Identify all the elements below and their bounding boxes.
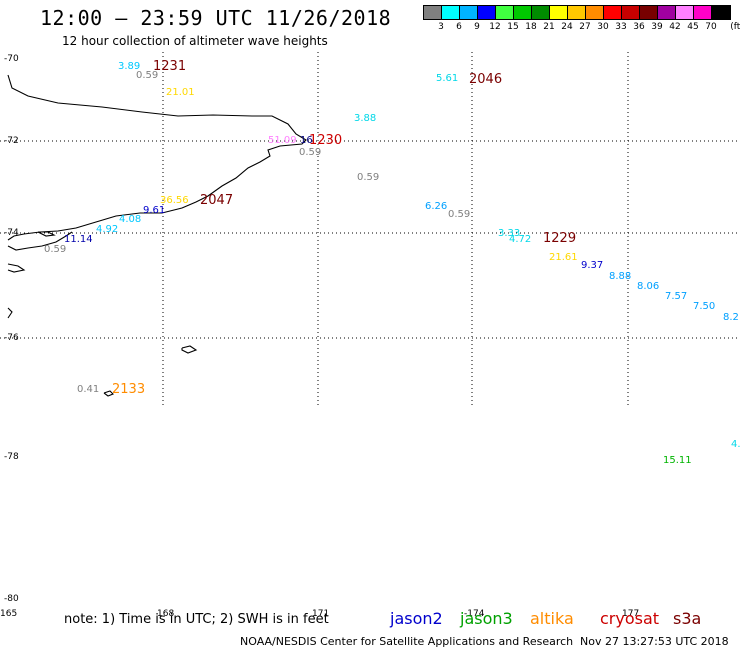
legend-s3a: s3a	[673, 609, 702, 628]
scale-label: 21	[543, 22, 555, 32]
scale-label: (ft)	[730, 22, 740, 32]
scale-swatch	[586, 6, 604, 19]
scale-swatch	[424, 6, 442, 19]
lat-label: -72	[4, 136, 19, 146]
scale-swatch	[622, 6, 640, 19]
obs-label: 0.59	[357, 172, 379, 183]
obs-label: 9.37	[581, 260, 603, 271]
obs-label: 21.61	[549, 252, 578, 263]
scale-swatch	[478, 6, 496, 19]
legend-cryosat: cryosat	[600, 609, 660, 628]
lat-label: -74	[4, 228, 19, 238]
credit-line: NOAA/NESDIS Center for Satellite Applica…	[240, 635, 574, 648]
obs-label: 0.59	[136, 70, 158, 81]
obs-label: 9.61	[143, 205, 165, 216]
obs-label: 8.06	[637, 281, 659, 292]
obs-label: 2046	[469, 72, 502, 87]
observations: 3.89 1231 0.59 21.01 5.61 2046 3.88 51.0…	[44, 59, 740, 466]
obs-label: 3.33	[498, 228, 520, 239]
scale-swatch	[496, 6, 514, 19]
obs-label: 36.56	[160, 195, 189, 206]
obs-label: 1230	[309, 133, 342, 148]
lon-label: 171	[312, 609, 330, 619]
obs-label: 8.2	[723, 312, 739, 323]
scale-label: 15	[507, 22, 519, 32]
scale-label: 42	[669, 22, 681, 32]
legend-jason3: jason3	[460, 609, 513, 628]
timestamp: Nov 27 13:27:53 UTC 2018	[580, 635, 729, 648]
obs-label: 7.57	[665, 291, 687, 302]
obs-label: 6.26	[425, 201, 447, 212]
legend-jason2: jason2	[390, 609, 443, 628]
scale-label: 30	[597, 22, 609, 32]
scale-swatch	[460, 6, 478, 19]
obs-label: 3.89	[118, 61, 140, 72]
obs-label: 5.61	[436, 73, 458, 84]
obs-label: 4.72	[509, 234, 531, 245]
scale-swatch	[676, 6, 694, 19]
lon-label: 177	[622, 609, 640, 619]
scale-swatch	[712, 6, 730, 19]
scale-swatch	[442, 6, 460, 19]
obs-label: 2047	[200, 193, 233, 208]
obs-label: 16	[300, 135, 313, 146]
scale-label: 70	[705, 22, 717, 32]
legend-altika: altika	[530, 609, 574, 628]
scale-label: 6	[456, 22, 462, 32]
scale-label: 9	[474, 22, 480, 32]
obs-label: 0.59	[299, 147, 321, 158]
obs-label: 0.59	[44, 244, 66, 255]
coastline	[7, 74, 307, 397]
lon-label: 165	[0, 609, 18, 619]
obs-label: 4.92	[96, 224, 118, 235]
lon-label: 168	[157, 609, 175, 619]
scale-label: 45	[687, 22, 699, 32]
scale-swatch	[532, 6, 550, 19]
scale-swatch	[550, 6, 568, 19]
obs-label: 4.	[731, 439, 740, 450]
obs-label: 1229	[543, 231, 576, 246]
obs-label: 2133	[112, 382, 145, 397]
scale-label: 33	[615, 22, 627, 32]
graticule	[0, 52, 740, 405]
lon-label: -174	[464, 609, 485, 619]
scale-label: 24	[561, 22, 573, 32]
scale-label: 12	[489, 22, 501, 32]
scale-swatch	[568, 6, 586, 19]
obs-label: 0.41	[77, 384, 99, 395]
scale-swatch	[694, 6, 712, 19]
obs-label: 15.11	[663, 455, 692, 466]
obs-label: 4.08	[119, 214, 141, 225]
lat-label: -80	[4, 594, 19, 604]
scale-swatch	[514, 6, 532, 19]
scale-label: 27	[579, 22, 591, 32]
obs-label: 8.88	[609, 271, 631, 282]
obs-label: 51.09	[268, 135, 297, 146]
scale-label: 3	[438, 22, 444, 32]
obs-label: 1231	[153, 59, 186, 74]
obs-label: 7.50	[693, 301, 715, 312]
lat-label: -70	[4, 54, 19, 64]
scale-label: 36	[633, 22, 645, 32]
page-title: 12:00 — 23:59 UTC 11/26/2018	[40, 6, 392, 30]
color-scale	[423, 5, 731, 20]
obs-label: 3.88	[354, 113, 376, 124]
lat-label: -76	[4, 333, 19, 343]
page-subtitle: 12 hour collection of altimeter wave hei…	[62, 34, 328, 48]
scale-swatch	[640, 6, 658, 19]
scale-swatch	[604, 6, 622, 19]
lat-label: -78	[4, 452, 19, 462]
obs-label: 11.14	[64, 234, 93, 245]
obs-label: 0.59	[448, 209, 470, 220]
obs-label: 21.01	[166, 87, 195, 98]
scale-label: 39	[651, 22, 663, 32]
scale-label: 18	[525, 22, 537, 32]
footer-note: note: 1) Time is in UTC; 2) SWH is in fe…	[64, 612, 329, 627]
scale-swatch	[658, 6, 676, 19]
